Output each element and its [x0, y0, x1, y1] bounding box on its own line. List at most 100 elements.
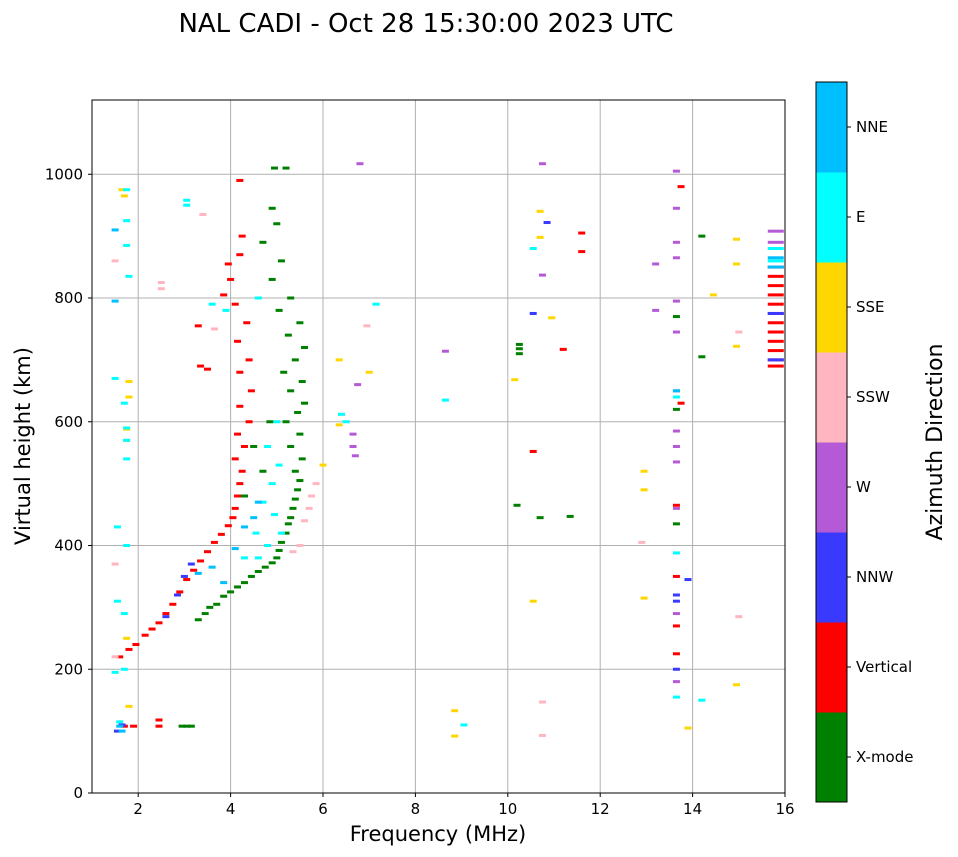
- data-point: [538, 733, 546, 737]
- data-point: [767, 240, 784, 244]
- data-point: [536, 209, 544, 213]
- plot-frame: [91, 99, 786, 794]
- data-point: [578, 231, 586, 235]
- data-point: [298, 457, 306, 461]
- data-point: [515, 347, 523, 351]
- data-point: [672, 695, 680, 699]
- data-point: [229, 516, 237, 520]
- data-point: [155, 718, 163, 722]
- data-point: [672, 506, 680, 510]
- data-point: [277, 540, 285, 544]
- data-point: [275, 463, 283, 467]
- series-nne: [111, 228, 784, 733]
- data-point: [264, 445, 272, 448]
- data-point: [538, 162, 546, 166]
- data-point: [296, 544, 304, 547]
- data-point: [351, 454, 359, 458]
- colorbar: X-mode Vertical NNW W SSW SSE E NNE: [815, 81, 913, 803]
- data-point: [441, 398, 449, 402]
- data-point: [767, 349, 784, 353]
- data-point: [684, 726, 692, 730]
- data-point: [120, 194, 128, 198]
- data-point: [698, 234, 706, 238]
- data-point: [123, 438, 131, 442]
- data-point: [767, 284, 784, 288]
- data-point: [187, 724, 195, 728]
- data-point: [672, 612, 680, 616]
- x-tick-label: 14: [683, 800, 702, 818]
- data-point: [236, 253, 244, 257]
- series-nnw: [113, 221, 784, 733]
- series-vertical: [116, 178, 784, 728]
- data-point: [277, 259, 285, 263]
- data-point: [268, 561, 276, 565]
- colorbar-frame: [815, 81, 848, 803]
- data-point: [123, 243, 131, 247]
- data-point: [294, 488, 302, 492]
- data-point: [213, 602, 221, 606]
- x-tick-label: 6: [318, 800, 328, 818]
- data-point: [698, 698, 706, 702]
- data-point: [236, 404, 244, 408]
- colorbar-tick-label: E: [856, 208, 865, 226]
- data-point: [672, 652, 680, 656]
- data-point: [282, 420, 290, 424]
- data-point: [113, 599, 121, 603]
- data-point: [197, 559, 205, 563]
- data-point: [234, 494, 242, 498]
- colorbar-segment: [816, 352, 847, 443]
- data-point: [118, 729, 126, 733]
- y-ticks: 0 200 400 600 800 1000: [45, 165, 92, 802]
- data-point: [238, 234, 246, 238]
- x-tick-label: 16: [775, 800, 794, 818]
- data-point: [672, 206, 680, 210]
- data-point: [672, 667, 680, 671]
- x-tick-label: 4: [226, 800, 236, 818]
- colorbar-segment: [816, 262, 847, 353]
- data-point: [543, 221, 551, 225]
- y-tick-label: 800: [54, 289, 83, 307]
- data-point: [120, 667, 128, 671]
- data-point: [284, 522, 292, 526]
- data-point: [529, 449, 537, 453]
- data-point: [515, 352, 523, 356]
- data-point: [767, 247, 784, 250]
- data-point: [157, 281, 165, 285]
- data-point: [111, 299, 119, 303]
- series-w: [349, 162, 784, 684]
- data-point: [240, 494, 248, 498]
- data-point: [243, 321, 251, 325]
- data-point: [236, 370, 244, 374]
- data-point: [372, 302, 380, 306]
- data-point: [125, 395, 133, 399]
- data-point: [305, 506, 313, 510]
- data-point: [268, 206, 276, 210]
- y-tick-label: 600: [54, 413, 83, 431]
- data-point: [451, 709, 459, 713]
- data-point: [199, 212, 207, 216]
- data-point: [270, 513, 278, 517]
- data-point: [284, 333, 292, 337]
- data-point: [767, 256, 784, 260]
- data-point: [672, 551, 680, 555]
- data-point: [677, 185, 685, 189]
- data-point: [672, 299, 680, 303]
- data-point: [652, 308, 660, 312]
- data-point: [111, 562, 119, 566]
- data-point: [365, 370, 373, 374]
- data-point: [307, 494, 315, 498]
- data-point: [515, 342, 523, 346]
- data-point: [210, 327, 218, 331]
- grid: [92, 100, 786, 794]
- data-point: [194, 571, 202, 575]
- data-point: [245, 358, 253, 362]
- x-tick-label: 2: [133, 800, 143, 818]
- data-point: [268, 277, 276, 281]
- colorbar-tick-label: NNE: [856, 118, 888, 136]
- data-point: [767, 311, 784, 315]
- data-point: [234, 339, 242, 343]
- data-point: [208, 302, 216, 306]
- data-point: [173, 593, 181, 597]
- colorbar-segment: [816, 82, 847, 173]
- data-point: [735, 615, 743, 619]
